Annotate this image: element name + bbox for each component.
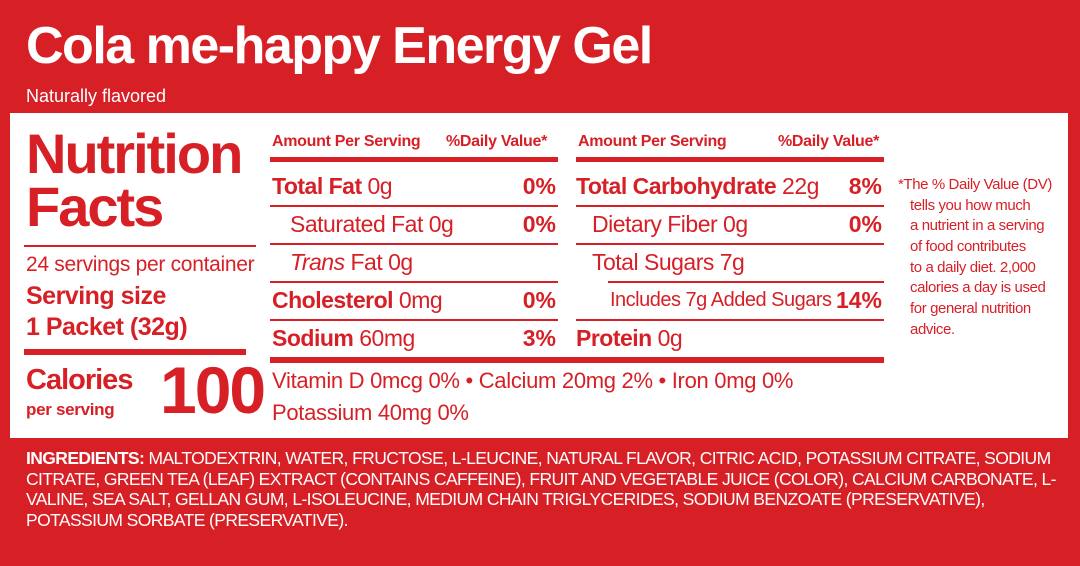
row-name: Protein (576, 325, 652, 351)
calories-label: Calories (26, 364, 133, 396)
calories-per-serving: per serving (26, 400, 115, 419)
dv-sodium: 3% (522, 325, 556, 351)
row-name: Cholesterol (272, 287, 394, 313)
left-amount-header: Amount Per Serving (272, 133, 421, 150)
servings-per-container: 24 servings per container (26, 253, 255, 276)
footnote-line: calories a day is used (910, 279, 1046, 297)
divider-above-calories (24, 349, 246, 355)
ingredients-label: INGREDIENTS: (26, 448, 145, 468)
row-divider (576, 243, 884, 245)
right-dv-header: %Daily Value* (778, 133, 880, 150)
serving-size: Serving size 1 Packet (32g) (26, 281, 188, 344)
vitamins-line-1: Vitamin D 0mcg 0% • Calcium 20mg 2% • Ir… (272, 368, 794, 393)
right-thick-rule (576, 157, 884, 162)
row-divider (608, 281, 884, 283)
row-divider (270, 281, 558, 283)
row-divider (270, 243, 558, 245)
row-name: Dietary Fiber (592, 211, 718, 237)
row-divider (270, 205, 558, 207)
footnote-line: to a daily diet. 2,000 (910, 258, 1036, 276)
vitamins-top-rule (270, 357, 884, 363)
divider-below-heading (24, 245, 256, 247)
footnote-line: advice. (910, 320, 955, 338)
row-divider (576, 319, 884, 321)
row-amount: 0g (723, 211, 748, 237)
vitamins-line-2: Potassium 40mg 0% (272, 400, 469, 425)
row-total-fat: Total Fat 0g (272, 173, 393, 200)
dv-added-sugars: 14% (835, 287, 882, 313)
dv-total-carbohydrate: 8% (848, 173, 882, 199)
row-added-sugars: Includes 7g Added Sugars (610, 289, 832, 312)
product-subtitle: Naturally flavored (26, 86, 167, 106)
nutrition-facts-heading: Nutrition Facts (26, 122, 266, 239)
row-saturated-fat: Saturated Fat 0g (290, 211, 454, 238)
row-name: Includes 7g Added Sugars (610, 289, 832, 311)
serving-size-label: Serving size (26, 282, 166, 310)
ingredients-list: INGREDIENTS: MALTODEXTRIN, WATER, FRUCTO… (26, 448, 1066, 531)
daily-value-footnote: *The % Daily Value (DV) tells you how mu… (898, 175, 1058, 341)
row-name-italic: Trans (290, 249, 345, 275)
row-amount: 60mg (359, 325, 415, 351)
row-name-rest: Fat (350, 249, 383, 275)
row-name: Saturated Fat (290, 211, 423, 237)
row-name: Total Sugars (592, 249, 714, 275)
row-name: Sodium (272, 325, 354, 351)
ingredients-text: MALTODEXTRIN, WATER, FRUCTOSE, L-LEUCINE… (26, 448, 1056, 530)
row-name: Total Carbohydrate (576, 173, 777, 199)
row-name: Total Fat (272, 173, 362, 199)
row-divider (576, 205, 884, 207)
dv-saturated-fat: 0% (522, 211, 556, 237)
heading-line-2: Facts (26, 175, 164, 239)
row-total-carbohydrate: Total Carbohydrate 22g (576, 173, 819, 200)
serving-size-value: 1 Packet (32g) (26, 313, 188, 342)
row-protein: Protein 0g (576, 325, 683, 352)
dv-cholesterol: 0% (522, 287, 556, 313)
row-cholesterol: Cholesterol 0mg (272, 287, 443, 314)
footnote-line: a nutrient in a serving (910, 217, 1045, 235)
footnote-line: of food contributes (910, 238, 1026, 256)
right-amount-header: Amount Per Serving (578, 133, 727, 150)
dv-total-fat: 0% (522, 173, 556, 199)
nutrition-facts-panel: Nutrition Facts 24 servings per containe… (10, 113, 1068, 438)
row-amount: 7g (719, 249, 745, 275)
footnote-line: for general nutrition (910, 300, 1031, 318)
row-amount: 0g (657, 325, 683, 351)
footnote-line: tells you how much (910, 196, 1031, 214)
left-dv-header: %Daily Value* (446, 133, 548, 150)
left-thick-rule (270, 157, 558, 162)
dv-dietary-fiber: 0% (848, 211, 882, 237)
row-amount: 0g (367, 173, 393, 199)
row-total-sugars: Total Sugars 7g (592, 249, 745, 276)
row-divider (270, 319, 558, 321)
row-amount: 22g (782, 173, 819, 199)
row-amount: 0mg (398, 287, 443, 313)
row-amount: 0g (428, 211, 454, 237)
row-sodium: Sodium 60mg (272, 325, 415, 352)
heading-line-1: Nutrition (26, 122, 243, 185)
row-amount: 0g (388, 249, 413, 275)
calories-value: 100 (160, 353, 266, 427)
footnote-line: *The % Daily Value (DV) (898, 176, 1052, 193)
row-dietary-fiber: Dietary Fiber 0g (592, 211, 748, 238)
row-trans-fat: Trans Fat 0g (290, 249, 413, 276)
product-title: Cola me-happy Energy Gel (26, 17, 653, 75)
